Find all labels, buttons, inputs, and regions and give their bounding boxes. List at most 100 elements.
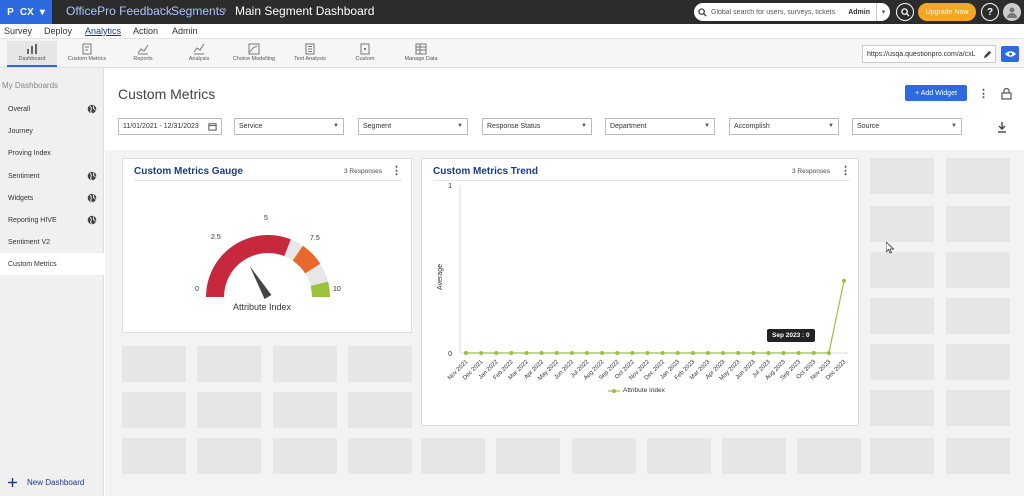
line-chart-icon [137,44,149,55]
sidebar-item-reporting-hive[interactable]: Reporting HIVE [0,209,104,231]
sidebar-item-proving-index[interactable]: Proving Index [0,142,104,164]
sidebar-item-journey[interactable]: Journey [0,120,104,142]
data-point[interactable] [675,351,680,355]
tool-label: Custom [355,56,375,62]
widget-placeholder [273,438,337,474]
data-point[interactable] [584,351,589,355]
sidebar-item-sentiment[interactable]: Sentiment [0,165,104,187]
download-icon[interactable] [997,122,1007,133]
widget-placeholder [797,438,861,474]
data-point[interactable] [569,351,574,355]
globe-icon [87,171,97,181]
widget-placeholder [870,438,934,474]
tool-dashboard[interactable]: Dashboard [7,41,57,67]
menu-analytics[interactable]: Analytics [85,26,122,36]
avatar[interactable] [1003,3,1021,21]
tool-label: Text Analysis [294,56,326,62]
tool-custom[interactable]: Custom [340,41,390,67]
choice-icon [248,43,260,55]
pencil-icon[interactable] [983,50,992,59]
widget-placeholder [348,346,412,382]
tool-analysis[interactable]: Analysis [174,41,224,67]
legend-label: Attribute Index [623,387,665,394]
data-point[interactable] [600,351,605,355]
tool-custom-metrics[interactable]: Custom Metrics [62,41,112,67]
global-search[interactable]: Global search for users, surveys, ticket… [694,3,890,21]
data-point[interactable] [781,351,786,355]
tool-manage-data[interactable]: Manage Data [396,41,446,67]
widget-menu-icon[interactable]: ⋮ [391,165,402,177]
breadcrumb-project[interactable]: OfficePro Feedback [66,4,172,18]
data-point[interactable] [796,351,801,355]
menu-survey[interactable]: Survey [4,26,33,36]
data-point[interactable] [464,351,468,355]
menu-admin[interactable]: Admin [172,26,198,36]
search-button[interactable] [896,3,914,21]
data-point[interactable] [811,351,816,355]
user-icon [1007,7,1017,18]
sidebar-item-widgets[interactable]: Widgets [0,187,104,209]
data-point[interactable] [524,351,529,355]
data-point[interactable] [842,278,846,283]
data-point[interactable] [645,351,650,355]
calendar-icon [208,123,217,131]
analytics-toolbar: Dashboard Custom Metrics Reports Analysi… [0,39,1024,68]
sidebar-item-sentiment-v2[interactable]: Sentiment V2 [0,231,104,253]
data-point[interactable] [766,351,771,355]
data-point[interactable] [615,351,620,355]
data-point[interactable] [736,351,741,355]
upgrade-button[interactable]: Upgrade Now [918,3,976,21]
response-count: 3 Responses [344,168,382,175]
chevron-down-icon: ▼ [828,123,834,129]
date-range-picker[interactable]: 11/01/2021 - 12/31/2023 [118,118,222,135]
filter-service[interactable]: Service ▼ [234,118,344,135]
filter-accomplish[interactable]: Accomplish ▼ [729,118,839,135]
chevron-down-icon: ▼ [951,123,957,129]
tool-choice-modelling[interactable]: Choice Modelling [229,41,279,67]
data-point[interactable] [705,351,710,355]
data-point[interactable] [751,351,756,355]
data-point[interactable] [826,351,831,355]
breadcrumb-segments[interactable]: Segments [171,4,226,18]
data-point[interactable] [660,351,665,355]
breadcrumb-current: Main Segment Dashboard [235,4,375,18]
data-point[interactable] [690,351,695,355]
help-button[interactable]: ? [981,3,999,21]
dashboard-url-field[interactable]: https://usqa.questionpro.com/a/cxL [862,45,996,63]
data-point[interactable] [479,351,484,355]
preview-button[interactable] [1001,46,1019,62]
filter-response-status[interactable]: Response Status ▼ [482,118,592,135]
search-input[interactable]: Global search for users, surveys, ticket… [711,8,836,16]
chevron-down-icon[interactable]: ▾ [876,3,890,21]
sidebar-item-label: Journey [8,127,33,135]
sidebar-item-custom-metrics[interactable]: Custom Metrics [0,253,104,275]
widget-placeholder [122,438,186,474]
widget-menu-icon[interactable]: ⋮ [840,165,851,177]
data-point[interactable] [539,351,544,355]
filter-segment[interactable]: Segment ▼ [358,118,468,135]
new-dashboard-button[interactable]: New Dashboard [8,478,84,487]
data-point[interactable] [554,351,559,355]
data-point[interactable] [509,351,514,355]
tool-reports[interactable]: Reports [118,41,168,67]
sidebar-item-overall[interactable]: Overall [0,98,104,120]
data-point[interactable] [721,351,726,355]
filter-source[interactable]: Source ▼ [852,118,962,135]
tool-text-analysis[interactable]: Text Analysis [285,41,335,67]
search-scope[interactable]: Admin [848,8,870,16]
data-point[interactable] [630,351,635,355]
menu-deploy[interactable]: Deploy [44,26,73,36]
product-switcher[interactable]: P CX ▾ [0,0,52,24]
data-point[interactable] [494,351,499,355]
chart-legend[interactable]: Attribute Index [608,387,665,394]
lock-icon[interactable] [1001,87,1012,100]
chart-tooltip: Sep 2023 : 0 [767,329,815,342]
more-options-icon[interactable]: ⋮ [978,88,989,100]
globe-icon [87,104,97,114]
add-widget-button[interactable]: + Add Widget [905,85,967,101]
search-icon [698,7,707,17]
filter-department[interactable]: Department ▼ [605,118,715,135]
menu-action[interactable]: Action [133,26,159,36]
gauge-widget: Custom Metrics Gauge 3 Responses ⋮ 0 2.5… [122,158,412,333]
new-dashboard-label: New Dashboard [27,478,85,487]
